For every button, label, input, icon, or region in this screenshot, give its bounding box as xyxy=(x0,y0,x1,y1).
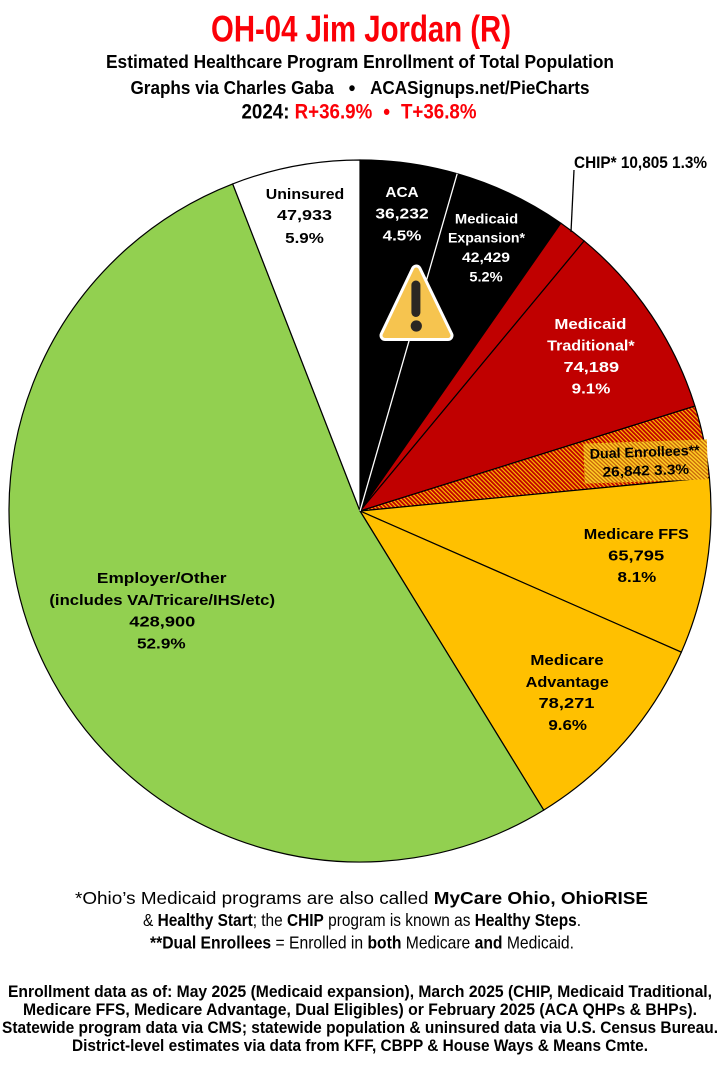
svg-text:4.5%: 4.5% xyxy=(383,228,422,245)
svg-text:CHIP* 10,805 1.3%: CHIP* 10,805 1.3% xyxy=(574,154,707,172)
svg-text:Enrollment data as of: May 202: Enrollment data as of: May 2025 (Medicai… xyxy=(8,983,712,1001)
svg-text:36,232: 36,232 xyxy=(375,206,428,223)
svg-text:9.1%: 9.1% xyxy=(572,381,611,398)
svg-text:Medicare FFS: Medicare FFS xyxy=(584,526,689,543)
svg-text:**Dual Enrollees = Enrolled in: **Dual Enrollees = Enrolled in both Medi… xyxy=(150,933,574,953)
svg-text:Medicaid: Medicaid xyxy=(455,210,518,226)
svg-text:2024: R+36.9% ● T+36.8%: 2024: R+36.9% ● T+36.8% xyxy=(242,101,477,124)
svg-text:Medicaid: Medicaid xyxy=(554,316,626,333)
svg-text:65,795: 65,795 xyxy=(608,548,664,565)
svg-text:Estimated Healthcare Program E: Estimated Healthcare Program Enrollment … xyxy=(106,52,614,72)
svg-text:Expansion*: Expansion* xyxy=(448,230,526,246)
svg-text:(includes VA/Tricare/IHS/etc): (includes VA/Tricare/IHS/etc) xyxy=(49,592,275,609)
svg-text:428,900: 428,900 xyxy=(129,614,195,631)
svg-text:Traditional*: Traditional* xyxy=(547,338,635,355)
svg-text:9.6%: 9.6% xyxy=(548,717,587,734)
svg-text:Dual Enrollees**: Dual Enrollees** xyxy=(589,442,700,462)
svg-text:Advantage: Advantage xyxy=(526,674,609,691)
svg-text:42,429: 42,429 xyxy=(462,249,510,265)
svg-text:26,842 3.3%: 26,842 3.3% xyxy=(602,461,690,480)
svg-text:8.1%: 8.1% xyxy=(618,569,657,586)
svg-text:*Ohio’s Medicaid programs are: *Ohio’s Medicaid programs are also calle… xyxy=(75,888,648,908)
svg-text:& Healthy Start; the CHIP prog: & Healthy Start; the CHIP program is kno… xyxy=(143,910,581,930)
svg-text:5.9%: 5.9% xyxy=(285,230,324,247)
svg-text:Uninsured: Uninsured xyxy=(266,186,345,203)
svg-text:Medicare FFS, Medicare Advanta: Medicare FFS, Medicare Advantage, Dual E… xyxy=(23,1001,697,1019)
svg-text:Medicare: Medicare xyxy=(530,652,603,669)
svg-text:OH-04 Jim Jordan (R): OH-04 Jim Jordan (R) xyxy=(211,9,511,50)
svg-text:District-level estimates via d: District-level estimates via data from K… xyxy=(72,1037,648,1055)
svg-text:ACA: ACA xyxy=(385,184,418,201)
svg-text:5.2%: 5.2% xyxy=(469,268,503,284)
svg-text:Employer/Other: Employer/Other xyxy=(97,570,227,587)
svg-text:47,933: 47,933 xyxy=(277,207,332,224)
svg-text:52.9%: 52.9% xyxy=(137,636,186,653)
svg-text:74,189: 74,189 xyxy=(564,359,620,376)
svg-text:Statewide program data via CMS: Statewide program data via CMS; statewid… xyxy=(2,1019,718,1037)
svg-text:78,271: 78,271 xyxy=(539,695,595,712)
svg-text:Graphs via Charles Gaba ●: Graphs via Charles Gaba ● ACASignups.net… xyxy=(131,78,590,98)
